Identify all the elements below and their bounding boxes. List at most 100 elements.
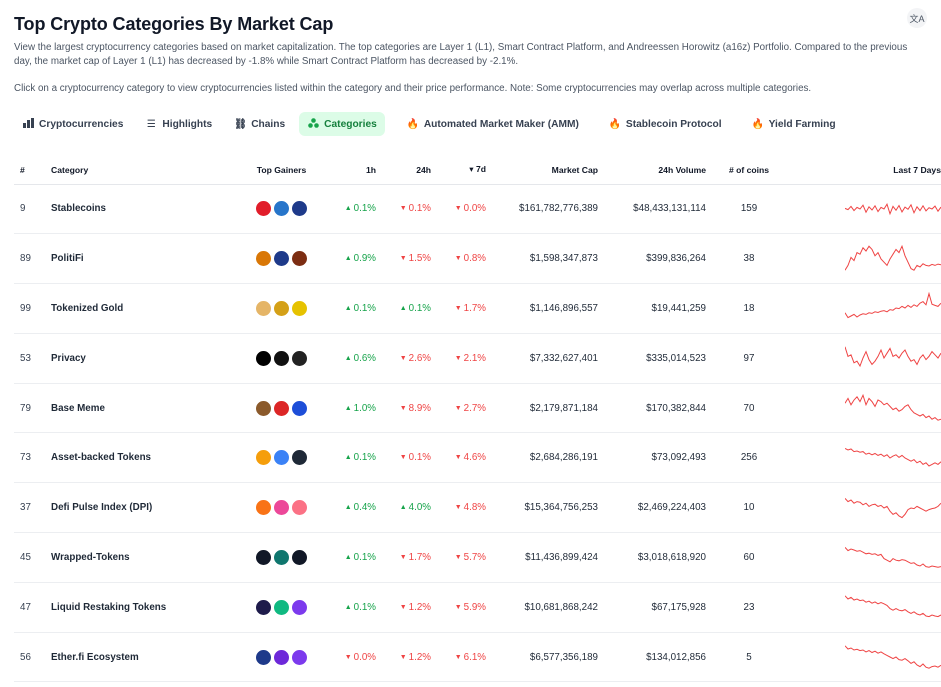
orange-compass-icon[interactable] (256, 500, 271, 516)
page: Top Crypto Categories By Market Cap 文A V… (0, 0, 941, 136)
usdc-icon[interactable] (274, 201, 289, 217)
gold-ring-icon[interactable] (292, 300, 307, 316)
flag-coin-icon[interactable] (292, 251, 307, 267)
categories-table: # Category Top Gainers 1h 24h ▾ 7d Marke… (14, 156, 941, 683)
table-row[interactable]: 89 PolitiFi 0.9% 1.5% 0.8% $1,598,347,87… (14, 233, 941, 285)
table-row[interactable]: 53 Privacy 0.6% 2.6% 2.1% $7,332,627,401… (14, 333, 941, 384)
half-moon-coin-icon[interactable] (274, 350, 289, 366)
top-gainers (234, 333, 329, 384)
tab-chains[interactable]: ⛓ Chains (226, 112, 293, 136)
spiral-coin-icon[interactable] (292, 450, 307, 466)
table-row[interactable]: 45 Wrapped-Tokens 0.1% 1.7% 5.7% $11,436… (14, 532, 941, 583)
sparkline-path (845, 244, 941, 271)
col-24h-volume[interactable]: 24h Volume (606, 156, 714, 185)
volume-24h: $19,441,259 (606, 283, 714, 334)
sparkline-path (845, 497, 941, 518)
row-rank: 73 (14, 432, 44, 484)
market-cap: $1,598,347,873 (494, 233, 606, 285)
volume-24h: $399,836,264 (606, 233, 714, 285)
tab-label: Chains (251, 118, 286, 130)
pixel-square-icon[interactable] (256, 649, 271, 665)
top-gainers (234, 632, 329, 683)
col-rank[interactable]: # (14, 156, 44, 185)
table-row[interactable]: 99 Tokenized Gold 0.1% 0.1% 1.7% $1,146,… (14, 283, 941, 334)
category-link[interactable]: Base Meme (44, 383, 234, 434)
blue-blob-icon[interactable] (292, 400, 307, 416)
blue-diamond-icon[interactable] (274, 450, 289, 466)
table-row[interactable]: 47 Liquid Restaking Tokens 0.1% 1.2% 5.9… (14, 582, 941, 633)
green-arrows-icon[interactable] (274, 599, 289, 615)
category-link[interactable]: Defi Pulse Index (DPI) (44, 482, 234, 534)
col-7d[interactable]: ▾ 7d (439, 156, 494, 185)
change-24h: 0.1% (400, 452, 431, 463)
top-gainers (234, 482, 329, 534)
dog-coin-icon[interactable] (256, 400, 271, 416)
categories-icon (307, 117, 319, 131)
sparkline-7d (845, 547, 941, 569)
mountain-icon[interactable] (292, 500, 307, 516)
purple-coin-icon[interactable] (274, 649, 289, 665)
tab-label: Yield Farming (768, 118, 836, 130)
tab-yield-farming[interactable]: 🔥 Yield Farming (744, 112, 844, 136)
tab-highlights[interactable]: ☰ Highlights (137, 112, 220, 136)
eth-orange-icon[interactable] (256, 599, 271, 615)
table-row[interactable]: 56 Ether.fi Ecosystem 0.0% 1.2% 6.1% $6,… (14, 632, 941, 683)
change-1h: 0.1% (345, 602, 376, 613)
pink-ghost-icon[interactable] (274, 500, 289, 516)
category-link[interactable]: Tokenized Gold (44, 283, 234, 334)
translate-icon[interactable]: 文A (907, 8, 927, 28)
lambda-icon[interactable] (256, 350, 271, 366)
red-box-icon[interactable] (274, 400, 289, 416)
table-row[interactable]: 9 Stablecoins 0.1% 0.1% 0.0% $161,782,77… (14, 184, 941, 235)
table-row[interactable]: 37 Defi Pulse Index (DPI) 0.4% 4.0% 4.8%… (14, 482, 941, 534)
category-link[interactable]: Wrapped-Tokens (44, 532, 234, 583)
col-1h[interactable]: 1h (329, 156, 384, 185)
change-24h: 1.5% (400, 253, 431, 264)
green-flower-icon[interactable] (274, 549, 289, 565)
purple-eth-icon[interactable] (292, 599, 307, 615)
flame-icon: 🔥 (406, 118, 420, 130)
table-row[interactable]: 73 Asset-backed Tokens 0.1% 0.1% 4.6% $2… (14, 432, 941, 484)
tab-amm[interactable]: 🔥 Automated Market Maker (AMM) (399, 112, 587, 136)
category-link[interactable]: Liquid Restaking Tokens (44, 582, 234, 633)
col-market-cap[interactable]: Market Cap (494, 156, 606, 185)
triangle-icon[interactable] (292, 549, 307, 565)
num-coins: 23 (714, 582, 784, 633)
swiss-cross-icon[interactable] (256, 201, 271, 217)
lock-coin-icon[interactable] (292, 201, 307, 217)
col-24h[interactable]: 24h (384, 156, 439, 185)
list-icon: ☰ (146, 118, 156, 130)
category-link[interactable]: Stablecoins (44, 184, 234, 235)
category-link[interactable]: PolitiFi (44, 233, 234, 285)
sparkline-7d (845, 645, 941, 669)
flame-icon: 🔥 (751, 118, 765, 130)
col-num-coins[interactable]: # of coins (714, 156, 784, 185)
change-1h: 0.4% (345, 502, 376, 513)
num-coins: 97 (714, 333, 784, 384)
market-cap: $7,332,627,401 (494, 333, 606, 384)
table-row[interactable]: 79 Base Meme 1.0% 8.9% 2.7% $2,179,871,1… (14, 383, 941, 434)
trump-coin-icon[interactable] (274, 251, 289, 267)
rings-icon[interactable] (256, 549, 271, 565)
tab-categories[interactable]: Categories (299, 112, 385, 136)
sparkline-cell (784, 582, 941, 633)
privacy-coin-icon[interactable] (292, 350, 307, 366)
sparkline-cell (784, 532, 941, 583)
orange-coin-icon[interactable] (256, 450, 271, 466)
violet-coin-icon[interactable] (292, 649, 307, 665)
tab-stablecoin-protocol[interactable]: 🔥 Stablecoin Protocol (601, 112, 730, 136)
num-coins: 10 (714, 482, 784, 534)
gold-gem-icon[interactable] (274, 300, 289, 316)
politifi-character-icon[interactable] (256, 251, 271, 267)
category-link[interactable]: Privacy (44, 333, 234, 384)
category-link[interactable]: Asset-backed Tokens (44, 432, 234, 484)
sparkline-path (845, 595, 941, 618)
change-1h: 0.1% (345, 303, 376, 314)
category-link[interactable]: Ether.fi Ecosystem (44, 632, 234, 683)
num-coins: 256 (714, 432, 784, 484)
change-1h: 0.0% (345, 652, 376, 663)
col-category[interactable]: Category (44, 156, 234, 185)
gold-bars-icon[interactable] (256, 300, 271, 316)
tab-cryptocurrencies[interactable]: Cryptocurrencies (14, 112, 131, 136)
volume-24h: $73,092,493 (606, 432, 714, 484)
